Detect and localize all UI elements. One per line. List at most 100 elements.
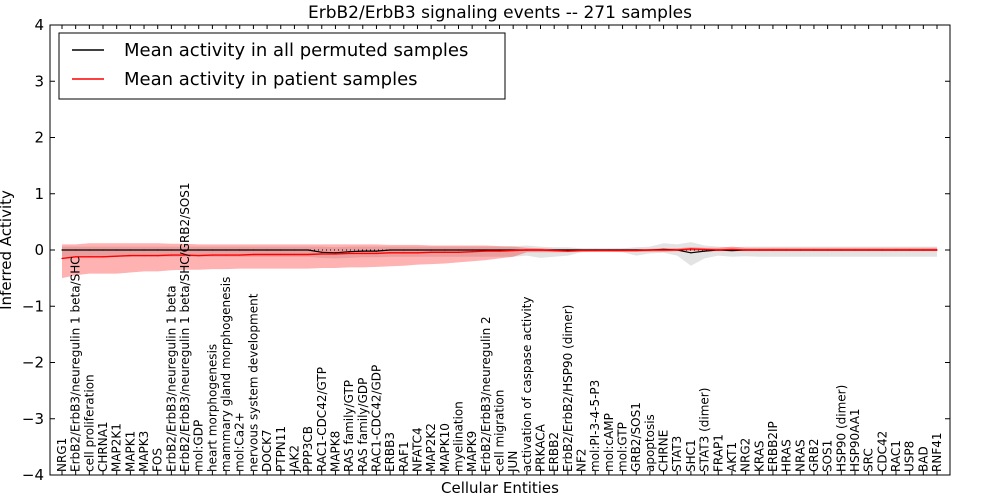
data-point-permuted: [198, 249, 200, 251]
data-point-patient: [88, 256, 90, 258]
data-point-patient: [772, 249, 774, 251]
x-tick-label: ErbB2/ErbB3/neuregulin 1 beta/SHC: [69, 256, 83, 472]
data-point-permuted: [252, 249, 255, 251]
data-point-patient: [403, 252, 405, 254]
x-tick-label: GRB2: [807, 438, 821, 472]
data-point-patient: [608, 249, 610, 252]
y-tick-label: 1: [34, 185, 44, 203]
data-point-patient: [813, 249, 815, 251]
x-tick-label: STAT3 (dimer): [698, 388, 712, 472]
x-tick-label: mol:cAMP: [602, 413, 616, 472]
data-point-permuted: [690, 252, 692, 254]
x-tick-label: MAPK9: [465, 431, 479, 472]
x-tick-label: heart morphogenesis: [205, 344, 219, 472]
data-point-patient: [526, 249, 528, 251]
legend-label: Mean activity in all permuted samples: [124, 40, 468, 61]
x-tick-label: MAPK8: [328, 431, 342, 472]
data-point-permuted: [334, 252, 337, 254]
x-tick-label: SOS1: [821, 440, 835, 472]
x-tick-label: mol:GDP: [192, 420, 206, 472]
data-point-patient: [157, 255, 159, 257]
data-point-patient: [321, 253, 323, 255]
x-tick-label: mol:GTP: [616, 422, 630, 472]
data-point-permuted: [225, 249, 227, 251]
data-point-permuted: [170, 249, 172, 251]
data-point-permuted: [280, 249, 282, 251]
data-point-permuted: [143, 249, 145, 251]
data-point-permuted: [444, 249, 446, 251]
x-tick-label: mol:PI-3-4-5-P3: [588, 380, 602, 472]
x-tick-label: PRKACA: [534, 423, 548, 472]
y-tick-label: 3: [34, 72, 44, 90]
data-point-permuted: [293, 249, 296, 251]
data-point-permuted: [239, 249, 241, 251]
data-point-patient: [594, 249, 596, 252]
x-tick-label: ERBB2: [547, 432, 561, 472]
x-tick-label: nervous system development: [246, 293, 260, 472]
x-tick-label: NRG2: [739, 438, 753, 472]
x-tick-label: ErbB2/ErbB3/neuregulin 1 beta: [164, 285, 178, 472]
data-point-patient: [498, 250, 501, 252]
band-patient: [62, 243, 937, 279]
confidence-bands: [62, 242, 937, 279]
data-point-patient: [348, 252, 350, 254]
x-tick-label: GRB2/SOS1: [629, 402, 643, 472]
data-point-patient: [61, 257, 63, 260]
x-tick-label: cell proliferation: [82, 374, 96, 472]
data-point-patient: [444, 251, 446, 253]
data-point-patient: [621, 249, 624, 252]
data-point-patient: [758, 249, 760, 251]
data-point-permuted: [75, 249, 77, 251]
x-tick-label: CDC42: [875, 431, 889, 472]
data-point-patient: [854, 249, 856, 251]
y-tick-label: −4: [22, 466, 44, 484]
data-point-patient: [676, 249, 678, 251]
data-point-permuted: [567, 249, 569, 251]
x-tick-label: RAS family/GDP: [356, 378, 370, 472]
data-point-permuted: [88, 249, 90, 251]
x-tick-label: activation of caspase activity: [520, 297, 534, 472]
x-tick-label: ErbB2/ErbB3/neuregulin 2: [479, 316, 493, 472]
data-point-permuted: [266, 249, 268, 251]
x-tick-label: ERBB3: [383, 432, 397, 472]
data-point-patient: [868, 249, 870, 251]
data-point-permuted: [307, 249, 309, 251]
y-tick-label: 4: [34, 16, 44, 34]
x-tick-label: ErbB2/ErbB3/neuregulin 1 beta/SHC/GRB2/S…: [178, 182, 192, 472]
data-point-patient: [362, 252, 364, 254]
x-tick-label: FRAP1: [711, 434, 725, 472]
x-tick-label: MAPK1: [123, 431, 137, 472]
x-tick-label: RAS family/GTP: [342, 380, 356, 472]
x-tick-label: apoptosis: [643, 414, 657, 472]
y-tick-label: 0: [34, 241, 44, 259]
data-point-permuted: [61, 249, 63, 251]
data-point-permuted: [485, 249, 487, 251]
x-tick-label: KRAS: [752, 440, 766, 472]
data-point-patient: [567, 250, 569, 252]
y-tick-label: −1: [22, 297, 44, 315]
x-tick-label: STAT3: [670, 436, 684, 472]
data-point-permuted: [211, 249, 213, 251]
data-point-patient: [786, 249, 788, 251]
x-tick-label: NRG1: [55, 438, 69, 472]
band-permuted: [62, 242, 937, 266]
data-point-patient: [252, 253, 255, 256]
chart-title: ErbB2/ErbB3 signaling events -- 271 samp…: [308, 3, 692, 23]
data-point-permuted: [403, 249, 405, 251]
x-tick-label: MAP2K1: [110, 423, 124, 472]
data-point-patient: [827, 249, 829, 251]
data-point-patient: [170, 254, 172, 256]
axes: −4 −3 −2 −1 0 1 2 3 4: [22, 16, 951, 484]
x-tick-labels: NRG1 ErbB2/ErbB3/neuregulin 1 beta/SHC cel…: [55, 182, 944, 473]
data-point-patient: [635, 249, 637, 252]
x-tick-label: NFATC4: [411, 427, 425, 472]
data-point-permuted: [102, 249, 104, 251]
data-point-patient: [211, 254, 213, 256]
x-tick-label: MAPK3: [137, 431, 151, 472]
x-tick-label: ErbB2/ErbB2/HSP90 (dimer): [561, 305, 575, 472]
legend: Mean activity in all permuted samples Mea…: [58, 32, 506, 100]
data-point-permuted: [348, 251, 350, 253]
x-tick-label: USP8: [903, 441, 917, 472]
data-point-patient: [102, 256, 104, 258]
data-point-permuted: [157, 249, 159, 251]
